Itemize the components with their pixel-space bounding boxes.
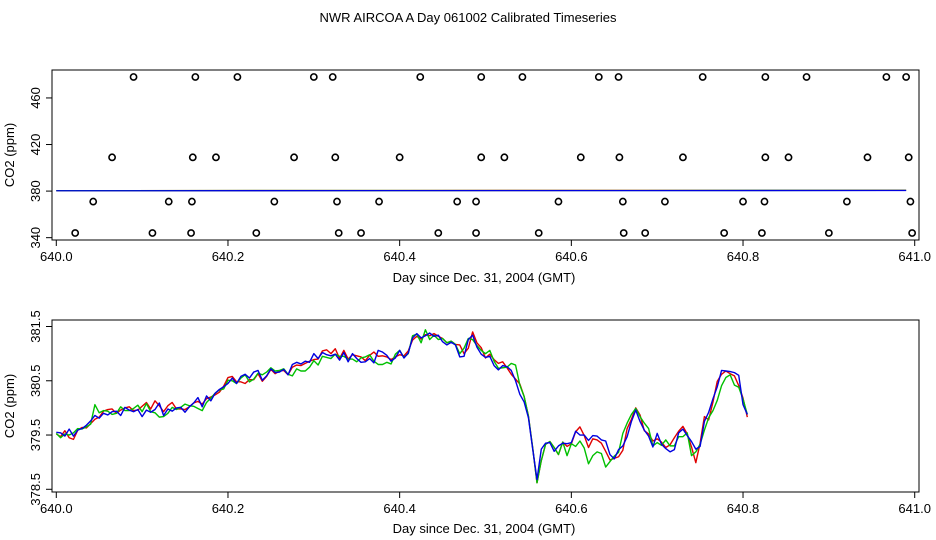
top-x-tick-label: 640.0: [40, 249, 73, 264]
top-x-tick-label: 640.2: [212, 249, 245, 264]
data-point: [416, 73, 425, 81]
top-plot-frame: [51, 69, 920, 241]
data-point: [357, 229, 365, 237]
data-point: [576, 153, 585, 162]
data-point: [375, 197, 383, 206]
data-point: [472, 229, 480, 237]
data-point: [842, 197, 851, 206]
data-point: [614, 73, 623, 81]
bottom-series-lines: [55, 329, 748, 484]
data-point: [554, 197, 563, 206]
bottom-y-tick-label: 378.5: [28, 473, 43, 506]
data-point: [71, 229, 80, 237]
data-point: [395, 153, 404, 162]
data-point: [309, 73, 318, 81]
data-point: [619, 229, 628, 237]
bottom-line-panel: 640.0 640.2 640.4 640.6 640.8 641.0 378.5 379.…: [2, 310, 931, 536]
data-point: [518, 73, 527, 81]
bottom-y-axis: 378.5 379.5 380.5 381.5: [28, 310, 52, 506]
data-point: [270, 197, 279, 206]
data-point: [904, 153, 913, 162]
data-point: [615, 153, 624, 162]
data-point: [334, 229, 343, 237]
top-scatter-panel: 640.0 640.2 640.4 640.6 640.8 641.0 340 380 420…: [2, 69, 931, 285]
figure-title: NWR AIRCOA A Day 061002 Calibrated Times…: [320, 10, 617, 25]
data-point: [720, 229, 729, 237]
bottom-x-tick-label: 641.0: [898, 501, 931, 516]
bottom-x-tick-label: 640.0: [40, 501, 73, 516]
data-point: [661, 197, 669, 206]
data-point: [760, 197, 769, 206]
data-point: [594, 73, 603, 81]
top-x-axis: 640.0 640.2 640.4 640.6 640.8 641.0: [40, 240, 931, 264]
data-point: [761, 73, 770, 81]
data-point: [906, 197, 915, 206]
data-point: [89, 197, 98, 206]
top-x-axis-label: Day since Dec. 31, 2004 (GMT): [393, 270, 576, 285]
bottom-y-tick-label: 380.5: [28, 364, 43, 397]
data-point: [148, 229, 157, 237]
data-point: [882, 73, 891, 81]
data-point: [500, 153, 509, 162]
bottom-plot-frame: [51, 319, 920, 493]
top-y-tick-label: 340: [28, 227, 43, 249]
bottom-x-tick-label: 640.4: [383, 501, 416, 516]
top-y-tick-label: 460: [28, 87, 43, 109]
data-point: [108, 153, 116, 162]
data-point: [472, 197, 480, 206]
data-point: [187, 229, 195, 237]
data-point: [434, 229, 443, 237]
data-point: [908, 229, 917, 237]
bottom-y-tick-label: 381.5: [28, 310, 43, 343]
top-x-tick-label: 641.0: [898, 249, 931, 264]
data-point: [679, 153, 687, 162]
data-point: [453, 197, 462, 206]
data-point: [252, 229, 261, 237]
top-y-tick-label: 420: [28, 134, 43, 156]
data-point: [191, 73, 200, 81]
bottom-x-tick-label: 640.8: [727, 501, 760, 516]
bottom-x-axis: 640.0 640.2 640.4 640.6 640.8 641.0: [40, 492, 931, 516]
data-point: [698, 73, 707, 81]
data-point: [618, 197, 627, 206]
data-point: [477, 73, 486, 81]
data-point: [902, 73, 911, 81]
data-point: [290, 153, 298, 162]
data-point: [188, 153, 197, 162]
data-point: [164, 197, 173, 206]
data-point: [824, 229, 833, 237]
data-point: [233, 73, 242, 81]
data-point: [758, 229, 766, 237]
bottom-y-tick-label: 379.5: [28, 419, 43, 452]
data-point: [802, 73, 811, 81]
top-y-tick-label: 380: [28, 180, 43, 202]
bottom-y-axis-label: CO2 (ppm): [2, 374, 17, 438]
top-y-axis: 340 380 420 460: [28, 87, 52, 249]
data-point: [784, 153, 793, 162]
data-point: [863, 153, 872, 162]
top-x-tick-label: 640.8: [727, 249, 760, 264]
data-point: [328, 73, 337, 81]
data-point: [129, 73, 138, 81]
data-point: [333, 197, 341, 206]
data-point: [212, 153, 220, 162]
data-point: [188, 197, 196, 206]
bottom-x-tick-label: 640.2: [212, 501, 245, 516]
data-point: [331, 153, 340, 162]
data-point: [739, 197, 747, 206]
top-x-tick-label: 640.4: [383, 249, 416, 264]
bottom-x-tick-label: 640.6: [555, 501, 588, 516]
top-y-axis-label: CO2 (ppm): [2, 123, 17, 187]
data-point: [477, 153, 486, 162]
top-x-tick-label: 640.6: [555, 249, 588, 264]
data-point: [641, 229, 650, 237]
series-line-blue: [56, 332, 748, 481]
data-point: [534, 229, 543, 237]
bottom-x-axis-label: Day since Dec. 31, 2004 (GMT): [393, 521, 576, 536]
top-data-points: [71, 73, 917, 237]
data-point: [761, 153, 770, 162]
